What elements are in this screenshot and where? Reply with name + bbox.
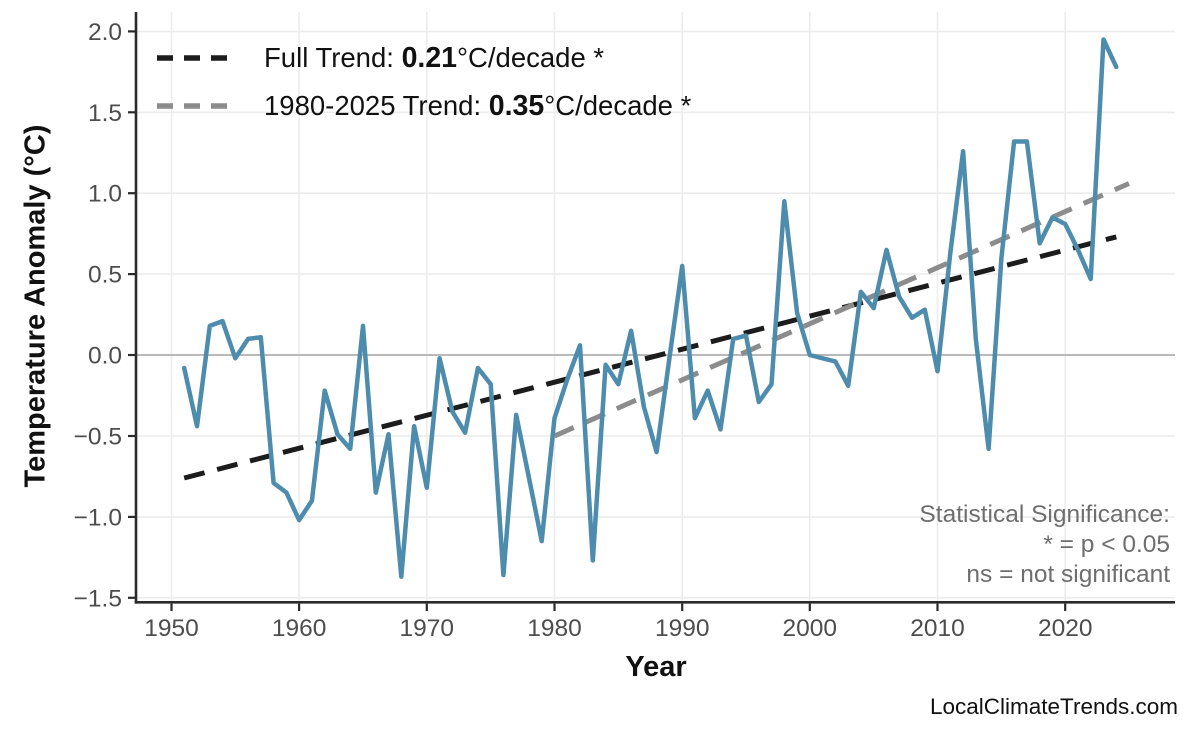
significance-title: Statistical Significance:: [919, 501, 1170, 528]
recent-trend-line: [553, 181, 1131, 439]
y-tick-label: 1.0: [88, 181, 122, 208]
x-tick-label: 1960: [272, 615, 327, 642]
y-tick-label: −1.5: [74, 585, 122, 612]
recent-trend-rate: 0.35: [488, 89, 545, 122]
legend-label-recent-trend: 1980-2025 Trend: 0.35°C/decade *: [264, 89, 692, 122]
temperature-anomaly-line: [181, 37, 1119, 579]
y-axis-title: Temperature Anomaly (°C): [19, 124, 52, 488]
legend-item-full-trend: Full Trend: 0.21°C/decade *: [156, 34, 691, 82]
x-tick-label: 1950: [144, 615, 199, 642]
significance-ns-note: ns = not significant: [966, 561, 1170, 588]
y-tick-label: 2.0: [88, 19, 122, 46]
full-trend-rate: 0.21: [401, 41, 458, 74]
full-trend-dash-icon: [157, 55, 237, 61]
legend: Full Trend: 0.21°C/decade * 1980-2025 Tr…: [156, 34, 691, 130]
x-tick-label: 1970: [400, 615, 455, 642]
legend-label-full-trend: Full Trend: 0.21°C/decade *: [264, 41, 605, 74]
x-tick-label: 1980: [527, 615, 582, 642]
watermark: LocalClimateTrends.com: [929, 694, 1178, 719]
x-tick-label: 2010: [910, 615, 965, 642]
x-axis-title: Year: [625, 651, 687, 683]
y-tick-label: 0.5: [88, 262, 122, 289]
y-tick-label: 1.5: [88, 100, 122, 127]
x-tick-label: 2000: [783, 615, 838, 642]
y-tick-label: −1.0: [74, 504, 122, 531]
recent-trend-dash-icon: [157, 103, 237, 109]
x-tick-label: 1990: [655, 615, 710, 642]
y-tick-label: 0.0: [88, 343, 122, 370]
significance-annotation: Statistical Significance: * = p < 0.05 n…: [919, 500, 1170, 590]
significance-star-note: * = p < 0.05: [1043, 531, 1170, 558]
x-tick-label: 2020: [1038, 615, 1093, 642]
y-tick-label: −0.5: [74, 424, 122, 451]
legend-item-recent-trend: 1980-2025 Trend: 0.35°C/decade *: [156, 82, 691, 130]
full-trend-line: [183, 234, 1117, 481]
